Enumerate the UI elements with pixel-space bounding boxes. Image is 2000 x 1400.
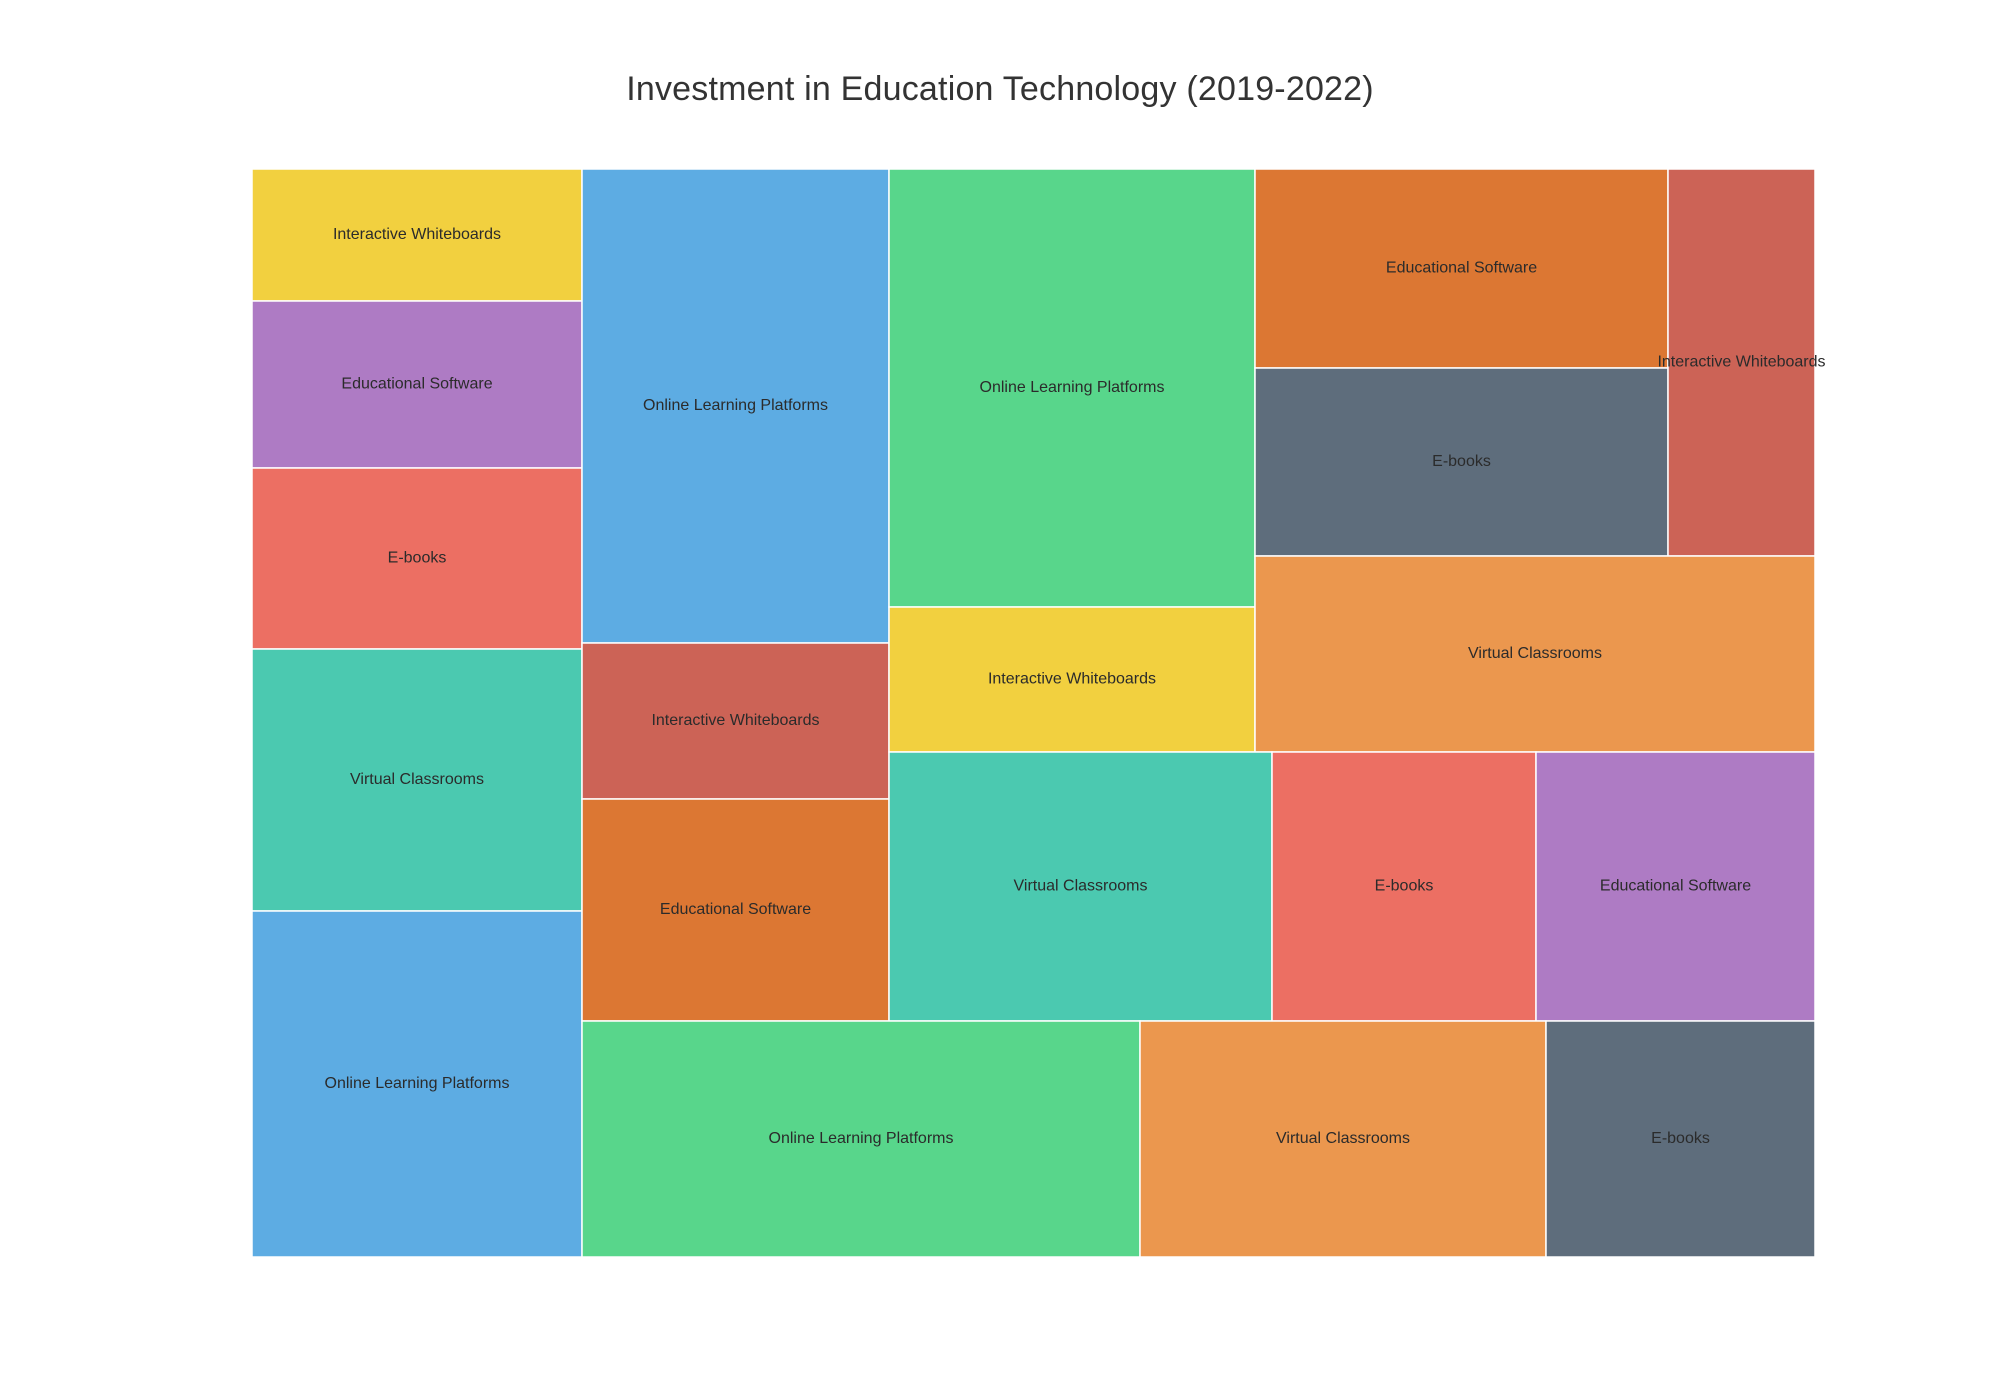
treemap-tile-interactive-whiteboards[interactable]: Interactive Whiteboards: [888, 606, 1256, 753]
treemap-tile-rect[interactable]: [1667, 168, 1816, 557]
treemap-tile-virtual-classrooms[interactable]: Virtual Classrooms: [888, 751, 1273, 1022]
treemap-tile-label: Educational Software: [1386, 260, 1537, 277]
treemap-tile-rect[interactable]: [888, 606, 1256, 753]
treemap-tile-educational-software[interactable]: Educational Software: [251, 300, 583, 469]
treemap-tile-rect[interactable]: [1254, 367, 1669, 557]
treemap-tile-virtual-classrooms[interactable]: Virtual Classrooms: [251, 648, 583, 912]
treemap-tile-e-books[interactable]: E-books: [1254, 367, 1669, 557]
treemap-tile-educational-software[interactable]: Educational Software: [1535, 751, 1816, 1022]
treemap-tile-label: Online Learning Platforms: [325, 1075, 510, 1092]
treemap-tile-label: Interactive Whiteboards: [333, 226, 501, 243]
treemap-tile-e-books[interactable]: E-books: [1545, 1020, 1816, 1258]
treemap-tile-label: Virtual Classrooms: [1014, 878, 1148, 895]
treemap-tile-label: Virtual Classrooms: [350, 771, 484, 788]
treemap-tile-rect[interactable]: [251, 910, 583, 1258]
treemap-tile-label: Interactive Whiteboards: [988, 671, 1156, 688]
treemap-tile-label: Interactive Whiteboards: [651, 712, 819, 729]
treemap-tile-label: Educational Software: [341, 376, 492, 393]
treemap-tile-interactive-whiteboards[interactable]: Interactive Whiteboards: [581, 642, 890, 800]
treemap-tile-rect[interactable]: [581, 642, 890, 800]
treemap-tile-rect[interactable]: [1535, 751, 1816, 1022]
treemap-tile-e-books[interactable]: E-books: [251, 467, 583, 650]
treemap-tile-label: Educational Software: [1600, 878, 1751, 895]
treemap-tile-interactive-whiteboards[interactable]: Interactive Whiteboards: [1657, 168, 1826, 557]
treemap-tile-rect[interactable]: [251, 300, 583, 469]
treemap-tile-rect[interactable]: [888, 751, 1273, 1022]
treemap-tile-label: Interactive Whiteboards: [1657, 354, 1825, 371]
treemap-tile-label: Virtual Classrooms: [1468, 645, 1602, 662]
treemap-tile-rect[interactable]: [1254, 555, 1816, 753]
treemap-tile-rect[interactable]: [1545, 1020, 1816, 1258]
treemap-tile-label: E-books: [1432, 453, 1491, 470]
treemap-tile-online-learning-platforms[interactable]: Online Learning Platforms: [581, 1020, 1141, 1258]
treemap-tile-label: Educational Software: [660, 901, 811, 918]
treemap-tile-educational-software[interactable]: Educational Software: [581, 798, 890, 1022]
treemap-tile-rect[interactable]: [888, 168, 1256, 608]
treemap-tile-rect[interactable]: [251, 168, 583, 302]
treemap-tile-online-learning-platforms[interactable]: Online Learning Platforms: [251, 910, 583, 1258]
treemap-tile-virtual-classrooms[interactable]: Virtual Classrooms: [1139, 1020, 1547, 1258]
treemap-tile-label: E-books: [1651, 1130, 1710, 1147]
treemap-tile-rect[interactable]: [581, 168, 890, 644]
treemap-tile-label: Online Learning Platforms: [643, 397, 828, 414]
treemap-tile-virtual-classrooms[interactable]: Virtual Classrooms: [1254, 555, 1816, 753]
treemap-tile-label: Online Learning Platforms: [769, 1130, 954, 1147]
treemap-tile-rect[interactable]: [581, 1020, 1141, 1258]
treemap-tile-label: Virtual Classrooms: [1276, 1130, 1410, 1147]
treemap-tile-rect[interactable]: [1271, 751, 1537, 1022]
treemap-tile-rect[interactable]: [251, 467, 583, 650]
treemap-tile-rect[interactable]: [581, 798, 890, 1022]
treemap-tile-educational-software[interactable]: Educational Software: [1254, 168, 1669, 369]
treemap-tile-label: E-books: [388, 550, 447, 567]
treemap-tile-rect[interactable]: [1139, 1020, 1547, 1258]
treemap-tile-online-learning-platforms[interactable]: Online Learning Platforms: [888, 168, 1256, 608]
treemap-tile-e-books[interactable]: E-books: [1271, 751, 1537, 1022]
chart-title: Investment in Education Technology (2019…: [626, 70, 1374, 108]
treemap-tile-online-learning-platforms[interactable]: Online Learning Platforms: [581, 168, 890, 644]
treemap-tile-interactive-whiteboards[interactable]: Interactive Whiteboards: [251, 168, 583, 302]
treemap-tile-rect[interactable]: [251, 648, 583, 912]
treemap-tile-label: Online Learning Platforms: [980, 379, 1165, 396]
treemap-tile-label: E-books: [1375, 878, 1434, 895]
